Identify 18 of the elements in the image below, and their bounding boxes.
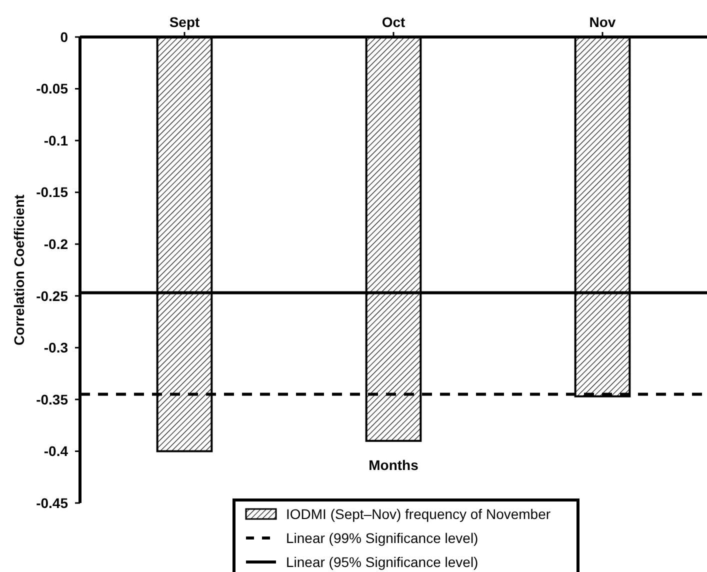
x-tick-label: Sept xyxy=(169,14,200,30)
y-tick-label: -0.35 xyxy=(36,391,68,408)
x-axis-title: Months xyxy=(368,457,419,473)
y-tick-label: -0.3 xyxy=(44,340,68,356)
y-tick-label: -0.4 xyxy=(44,443,68,460)
x-tick-label: Nov xyxy=(589,14,616,30)
y-tick-label: -0.45 xyxy=(36,494,68,511)
legend-label: Linear (95% Significance level) xyxy=(286,554,478,570)
legend-label: IODMI (Sept–Nov) frequency of November xyxy=(286,506,551,522)
y-tick-label: -0.1 xyxy=(44,132,68,148)
y-tick-label: -0.2 xyxy=(44,236,68,252)
y-tick-label: -0.05 xyxy=(36,80,68,97)
y-tick-label: -0.15 xyxy=(36,184,68,200)
x-tick-label: Oct xyxy=(382,14,406,30)
legend-label: Linear (99% Significance level) xyxy=(286,530,478,546)
y-tick-label: 0 xyxy=(60,28,68,45)
y-tick-label: -0.25 xyxy=(36,288,68,304)
y-axis-title: Correlation Coefficient xyxy=(11,194,27,346)
